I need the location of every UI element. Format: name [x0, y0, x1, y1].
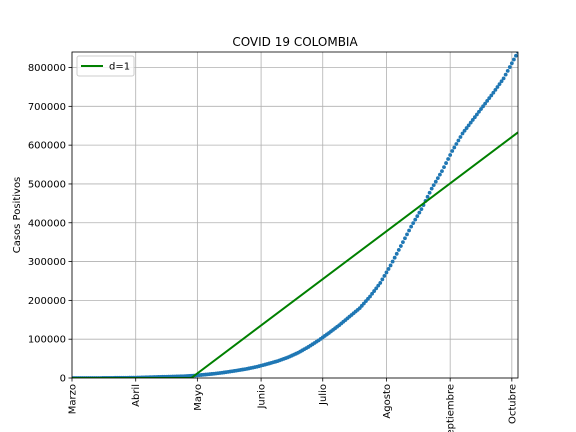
- data-point: [458, 135, 463, 139]
- data-point: [417, 210, 422, 215]
- data-point: [516, 52, 518, 54]
- data-point: [380, 277, 385, 282]
- data-point: [429, 186, 434, 191]
- data-point: [487, 96, 492, 101]
- data-point: [456, 138, 461, 143]
- data-point: [501, 76, 506, 81]
- data-point: [485, 99, 490, 103]
- data-point: [388, 263, 393, 268]
- data-point: [466, 123, 471, 128]
- data-point: [431, 183, 436, 188]
- data-point: [413, 217, 418, 222]
- data-point: [419, 207, 424, 212]
- y-tick-label: 800000: [28, 63, 66, 74]
- x-tick-label: Mayo: [193, 384, 204, 411]
- y-tick-label: 500000: [28, 179, 66, 190]
- data-point: [474, 112, 479, 117]
- y-tick-label: 0: [60, 374, 66, 385]
- chart-title: COVID 19 COLOMBIA: [232, 35, 358, 49]
- data-point: [491, 90, 496, 95]
- data-point: [374, 286, 379, 291]
- x-tick-label: Junio: [257, 384, 268, 410]
- data-point: [481, 104, 485, 109]
- data-point: [442, 165, 446, 170]
- data-point: [437, 172, 442, 177]
- y-tick-label: 100000: [28, 335, 66, 346]
- data-point: [427, 190, 432, 195]
- data-point: [446, 157, 451, 161]
- data-point: [470, 118, 475, 122]
- data-point: [398, 244, 403, 248]
- data-point: [378, 281, 383, 285]
- data-point: [479, 107, 483, 111]
- x-tick-label: Octubre: [507, 384, 518, 424]
- data-point: [462, 128, 467, 133]
- x-tick-label: Septiembre: [446, 384, 457, 432]
- data-point: [511, 57, 516, 62]
- data-point: [392, 255, 397, 260]
- data-point: [503, 72, 508, 77]
- data-point: [411, 221, 416, 226]
- data-point: [477, 109, 481, 114]
- data-point: [497, 82, 502, 87]
- data-point: [386, 267, 391, 271]
- data-point: [493, 87, 498, 92]
- data-point: [382, 274, 387, 278]
- data-point: [514, 53, 518, 58]
- data-point: [409, 224, 414, 229]
- legend-box: [76, 55, 135, 77]
- plot-frame: [71, 51, 519, 379]
- data-point: [499, 79, 504, 84]
- data-point: [425, 194, 430, 199]
- data-point: [444, 161, 448, 165]
- data-point: [483, 101, 488, 106]
- data-point: [464, 126, 469, 130]
- data-point: [440, 169, 444, 174]
- data-point: [435, 176, 440, 181]
- data-point: [507, 65, 512, 69]
- x-axis: Marzo Abril Mayo Junio Julio Agosto Septiembre…: [68, 378, 518, 432]
- data-point: [495, 85, 500, 89]
- data-point: [505, 68, 510, 73]
- y-tick-label: 400000: [28, 218, 66, 229]
- data-point: [401, 240, 405, 245]
- y-tick-label: 600000: [28, 141, 66, 152]
- data-point: [396, 248, 401, 252]
- data-point: [460, 131, 465, 136]
- data-point: [509, 61, 514, 66]
- data-point: [468, 120, 473, 125]
- y-tick-label: 300000: [28, 257, 66, 268]
- y-axis: 0 100000 200000 300000 400000 500000 600000 700…: [28, 63, 72, 385]
- data-point: [376, 283, 381, 288]
- data-point: [489, 93, 494, 98]
- legend-label-d1: d=1: [109, 62, 130, 73]
- data-point: [454, 142, 459, 146]
- data-point: [472, 115, 477, 120]
- data-point: [384, 270, 389, 275]
- x-tick-label: Marzo: [68, 384, 79, 414]
- data-point: [394, 251, 399, 256]
- data-point: [452, 145, 457, 150]
- trend-line-d1: [72, 131, 518, 378]
- data-point: [448, 153, 453, 157]
- y-axis-label: Casos Positivos: [12, 177, 23, 254]
- data-point: [415, 214, 420, 219]
- x-tick-label: Abril: [131, 384, 142, 407]
- series-layer: [72, 52, 518, 378]
- data-point: [407, 228, 411, 233]
- data-point: [405, 232, 409, 237]
- y-tick-label: 200000: [28, 296, 66, 307]
- x-tick-label: Agosto: [382, 384, 393, 419]
- data-point: [390, 259, 395, 264]
- data-point: [433, 179, 438, 184]
- data-point: [450, 149, 455, 153]
- x-tick-label: Julio: [318, 384, 329, 406]
- data-point: [368, 294, 372, 299]
- legend: d=1: [76, 55, 135, 77]
- y-tick-label: 700000: [28, 102, 66, 113]
- data-point: [370, 291, 374, 296]
- data-point: [372, 289, 377, 293]
- data-point: [403, 236, 407, 241]
